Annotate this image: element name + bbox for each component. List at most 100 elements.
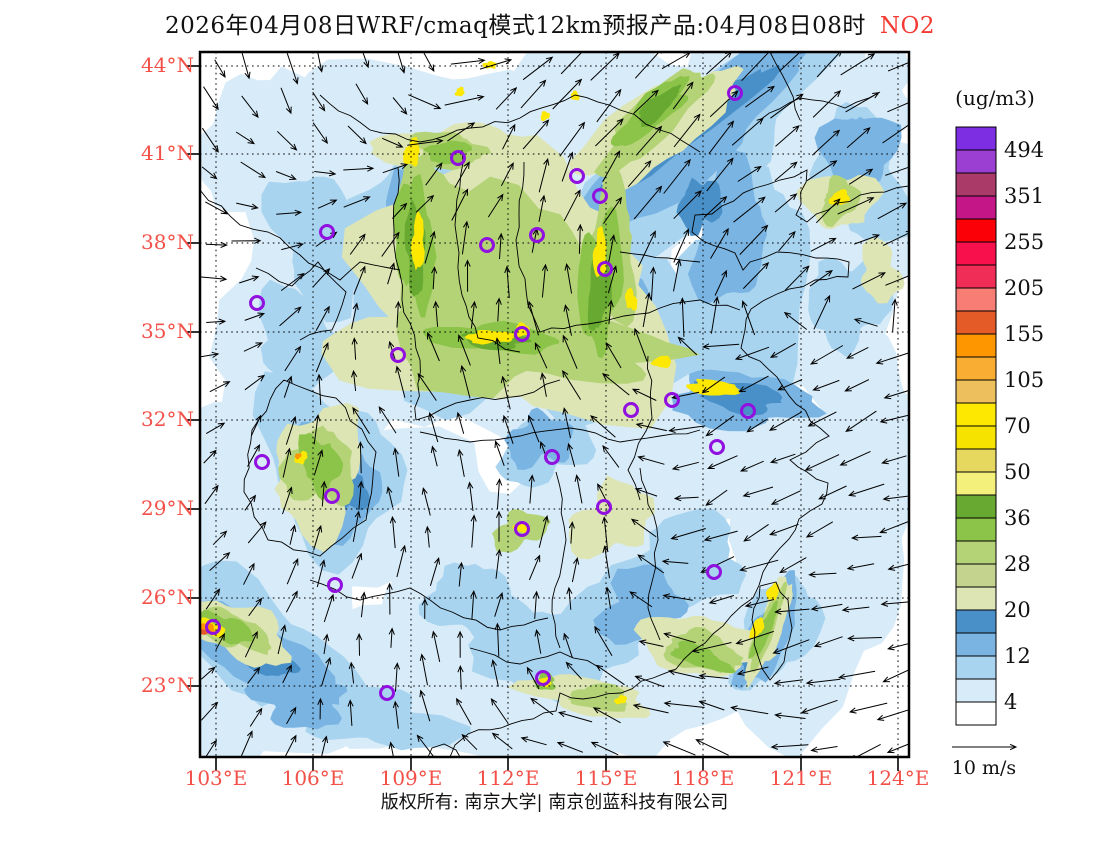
wind-arrow bbox=[810, 746, 838, 753]
wind-arrow bbox=[286, 53, 299, 85]
colorbar-cell bbox=[955, 471, 997, 496]
wind-arrow bbox=[355, 83, 369, 105]
wind-arrow bbox=[495, 510, 503, 542]
wind-arrow bbox=[461, 733, 478, 751]
colorbar-level-label: 50 bbox=[1004, 460, 1031, 484]
wind-arrow bbox=[289, 524, 297, 545]
wind-arrow bbox=[637, 230, 656, 268]
wind-arrow bbox=[661, 558, 689, 565]
wind-arrow bbox=[522, 119, 550, 150]
wind-arrow bbox=[673, 190, 702, 220]
wind-arrow bbox=[415, 194, 435, 213]
wind-arrow bbox=[701, 376, 726, 394]
wind-arrow bbox=[397, 52, 406, 74]
wind-arrow bbox=[769, 523, 799, 536]
wind-arrow bbox=[565, 661, 583, 680]
city-marker bbox=[514, 326, 530, 342]
lat-tick-label: 38°N bbox=[141, 230, 194, 254]
wind-arrow bbox=[885, 164, 909, 176]
wind-arrow bbox=[205, 422, 226, 435]
wind-arrow bbox=[313, 524, 323, 551]
wind-arrow bbox=[282, 447, 292, 478]
wind-arrow bbox=[243, 562, 255, 585]
colorbar-cell bbox=[955, 195, 997, 220]
wind-arrow bbox=[809, 270, 833, 287]
contour-blob bbox=[514, 322, 530, 338]
contour-blob bbox=[570, 90, 580, 101]
colorbar-cell bbox=[955, 402, 997, 427]
wind-arrow bbox=[316, 559, 326, 588]
contour-blob bbox=[748, 600, 778, 659]
wind-arrow bbox=[705, 415, 735, 437]
contour-blob bbox=[540, 111, 550, 121]
wind-arrow bbox=[881, 455, 907, 465]
wind-arrow bbox=[649, 266, 657, 301]
wind-arrow bbox=[807, 411, 837, 427]
wind-arrow bbox=[495, 548, 502, 579]
wind-arrow bbox=[634, 327, 648, 362]
city-marker bbox=[205, 619, 221, 635]
wind-arrow bbox=[541, 263, 549, 298]
wind-arrow bbox=[284, 345, 302, 372]
wind-arrow bbox=[673, 113, 701, 148]
wind-arrow bbox=[235, 131, 256, 145]
wind-arrow bbox=[670, 528, 706, 540]
wind-arrow bbox=[388, 627, 395, 648]
contour-blob bbox=[200, 73, 317, 213]
wind-arrow bbox=[634, 487, 658, 497]
wind-arrow bbox=[703, 195, 728, 218]
wind-arrow bbox=[395, 300, 402, 328]
wind-arrow bbox=[312, 268, 331, 288]
wind-arrow bbox=[353, 265, 366, 295]
wind-arrow bbox=[774, 712, 806, 719]
wind-arrow bbox=[424, 230, 436, 264]
wind-arrow bbox=[236, 202, 259, 210]
wind-arrow bbox=[886, 743, 909, 754]
wind-arrow bbox=[494, 622, 501, 657]
colorbar-unit-label: (ug/m3) bbox=[955, 86, 1035, 110]
wind-arrow bbox=[444, 94, 485, 106]
wind-arrow bbox=[386, 486, 394, 508]
wind-arrow bbox=[530, 697, 554, 716]
wind-arrow bbox=[629, 591, 653, 608]
wind-arrow bbox=[316, 373, 323, 406]
colorbar-cell bbox=[955, 172, 997, 197]
wind-arrow bbox=[736, 666, 769, 676]
wind-arrow bbox=[710, 227, 729, 259]
wind-arrow bbox=[447, 122, 476, 142]
contour-field-layer bbox=[200, 52, 909, 757]
wind-arrow bbox=[389, 515, 397, 549]
wind-arrow bbox=[813, 636, 843, 648]
colorbar bbox=[955, 126, 997, 726]
city-marker bbox=[249, 295, 265, 311]
wind-arrow bbox=[248, 597, 263, 617]
lat-tick-label: 32°N bbox=[141, 407, 194, 431]
city-marker bbox=[596, 499, 612, 515]
wind-arrow bbox=[351, 302, 359, 330]
wind-arrow bbox=[733, 196, 766, 223]
wind-arrow bbox=[351, 369, 358, 392]
frame-layer bbox=[186, 50, 911, 771]
colorbar-level-label: 494 bbox=[1004, 138, 1045, 162]
wind-arrow bbox=[243, 342, 264, 352]
boundary-line bbox=[309, 579, 549, 631]
wind-arrow bbox=[845, 410, 877, 432]
wind-arrow bbox=[275, 171, 297, 180]
wind-arrow bbox=[779, 52, 805, 72]
wind-arrow bbox=[343, 165, 375, 172]
wind-arrow bbox=[774, 608, 810, 615]
contour-blob bbox=[592, 226, 607, 278]
wind-arrow bbox=[734, 346, 770, 361]
wind-reference bbox=[952, 743, 1018, 751]
lat-tick-label: 26°N bbox=[141, 585, 194, 609]
wind-arrow bbox=[567, 442, 576, 467]
wind-arrow bbox=[603, 196, 623, 224]
wind-arrow bbox=[853, 318, 878, 327]
city-marker bbox=[319, 224, 335, 240]
wind-arrow bbox=[203, 449, 217, 464]
boundary-line bbox=[469, 647, 601, 669]
wind-arrow bbox=[500, 162, 514, 187]
wind-arrow bbox=[249, 707, 263, 727]
wind-arrow bbox=[247, 666, 261, 684]
